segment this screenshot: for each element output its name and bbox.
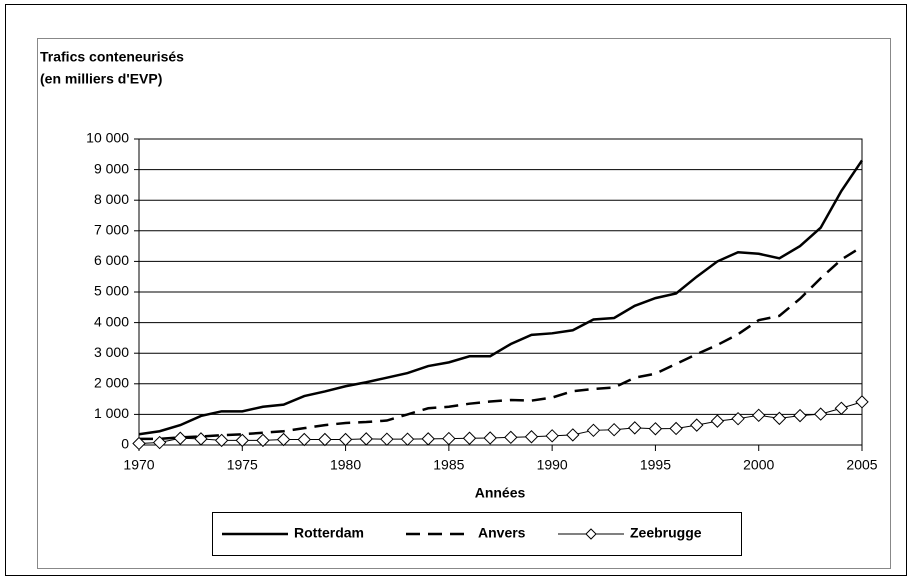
y-tick-label: 8 000 (94, 191, 129, 207)
point (132, 436, 146, 451)
point (276, 432, 291, 447)
point (648, 422, 663, 436)
y-axis-title: Trafics conteneurisés (40, 49, 184, 65)
x-tick-label: 1970 (123, 457, 154, 473)
point (194, 432, 208, 446)
chart-frame (37, 38, 891, 569)
point (380, 432, 394, 446)
point (524, 430, 539, 444)
point (214, 433, 229, 448)
point (690, 418, 704, 432)
point (421, 432, 435, 446)
y-tick-label: 4 000 (94, 313, 129, 329)
x-tick-label: 2000 (743, 457, 774, 473)
x-axis-title: Années (475, 485, 526, 501)
y-tick-label: 6 000 (94, 252, 129, 268)
legend (212, 512, 742, 556)
y-axis-title: (en milliers d'EVP) (40, 71, 162, 87)
point (359, 432, 373, 446)
point (586, 423, 601, 438)
legend-label: Anvers (478, 525, 526, 541)
x-tick-label: 1980 (330, 457, 361, 473)
point (483, 431, 497, 445)
y-tick-label: 1 000 (94, 405, 129, 421)
y-tick-label: 0 (121, 436, 129, 452)
y-tick-label: 5 000 (94, 283, 129, 299)
point (318, 432, 332, 447)
point (173, 431, 188, 445)
x-tick-label: 1975 (227, 457, 258, 473)
point (152, 435, 167, 450)
x-tick-label: 1990 (537, 457, 568, 473)
point (566, 428, 580, 442)
point (731, 411, 745, 426)
point (504, 430, 518, 445)
point (338, 432, 353, 447)
point (834, 401, 849, 415)
point (235, 433, 249, 448)
y-tick-label: 10 000 (86, 130, 129, 146)
point (772, 411, 787, 426)
x-tick-label: 2005 (846, 457, 877, 473)
point (442, 431, 456, 446)
point (256, 433, 270, 448)
legend-label: Rotterdam (294, 525, 364, 541)
point (793, 408, 807, 423)
x-tick-label: 1995 (640, 457, 671, 473)
outer-frame (5, 4, 907, 576)
point (813, 407, 828, 421)
point (628, 421, 642, 435)
point (752, 408, 766, 423)
point (710, 414, 725, 428)
y-tick-label: 9 000 (94, 160, 129, 176)
series-line (139, 245, 863, 441)
legend-marker (585, 528, 597, 540)
legend-label: Zeebrugge (630, 525, 702, 541)
y-tick-label: 7 000 (94, 222, 129, 238)
point (669, 421, 683, 436)
point (855, 395, 869, 409)
point (462, 431, 477, 445)
y-tick-label: 3 000 (94, 344, 129, 360)
point (400, 432, 415, 446)
series-line (138, 159, 864, 436)
point (607, 422, 621, 437)
y-tick-label: 2 000 (94, 375, 129, 391)
x-tick-label: 1985 (433, 457, 464, 473)
point (297, 432, 311, 447)
point (545, 429, 559, 443)
